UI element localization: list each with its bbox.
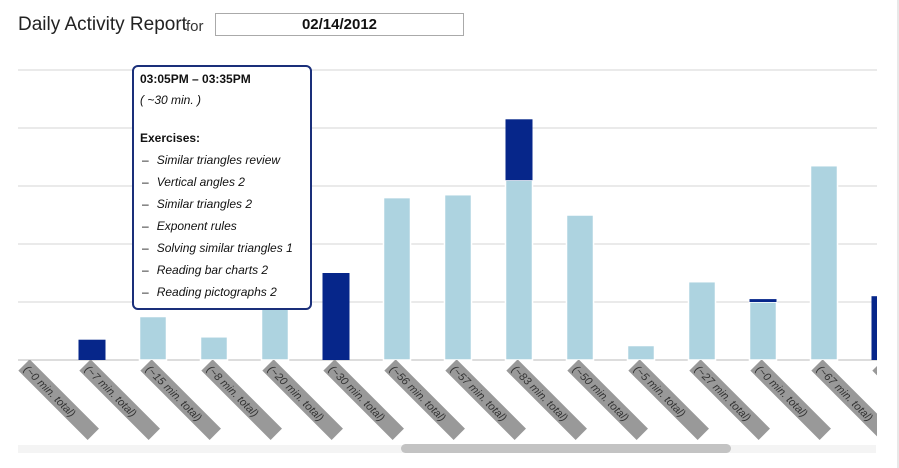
label-band bbox=[689, 360, 770, 440]
label-band bbox=[323, 360, 404, 440]
right-border bbox=[897, 0, 899, 468]
tooltip-time-range: 03:05PM – 03:35PM bbox=[140, 72, 251, 86]
category-label-text: (~57 min. total) bbox=[448, 364, 509, 425]
category-label-text: (~56 min. total) bbox=[387, 364, 448, 425]
category-label-text: (~ bbox=[875, 364, 891, 380]
category-label-text: (~30 min. total) bbox=[326, 364, 387, 425]
bar-light[interactable] bbox=[199, 336, 229, 361]
category-label-text: (~0 min. total) bbox=[21, 364, 77, 420]
category-label-text: (~5 min. total) bbox=[631, 364, 687, 420]
label-band bbox=[201, 360, 282, 440]
category-label-text: (~0 min. total) bbox=[753, 364, 809, 420]
tooltip-exercises-heading: Exercises: bbox=[140, 131, 201, 145]
bar-light[interactable] bbox=[687, 280, 717, 361]
label-band bbox=[18, 360, 99, 440]
category-label-text: (~50 min. total) bbox=[570, 364, 631, 425]
label-band bbox=[445, 360, 526, 440]
category-label: (~ bbox=[872, 360, 891, 440]
date-field[interactable] bbox=[215, 13, 464, 36]
horizontal-scrollbar-thumb[interactable] bbox=[401, 444, 731, 453]
bar-dark[interactable] bbox=[749, 299, 777, 302]
bar-light[interactable] bbox=[443, 193, 473, 361]
exercise-item: Exponent rules bbox=[140, 215, 304, 237]
label-band bbox=[811, 360, 877, 440]
bar-light[interactable] bbox=[382, 196, 412, 361]
label-band bbox=[79, 360, 160, 440]
category-label-text: (~7 min. total) bbox=[82, 364, 138, 420]
exercise-item: Reading pictographs 2 bbox=[140, 281, 304, 303]
label-band bbox=[628, 360, 709, 440]
category-label-text: (~8 min. total) bbox=[204, 364, 260, 420]
bar-light[interactable] bbox=[138, 315, 168, 361]
label-band bbox=[140, 360, 221, 440]
bar-light[interactable] bbox=[626, 344, 656, 361]
bar-light[interactable] bbox=[260, 301, 290, 361]
bar-light[interactable] bbox=[748, 301, 778, 361]
label-band bbox=[750, 360, 831, 440]
bar-dark[interactable] bbox=[322, 273, 350, 360]
label-band bbox=[262, 360, 343, 440]
label-band bbox=[567, 360, 648, 440]
tooltip-duration: ( ~30 min. ) bbox=[140, 93, 202, 107]
bar-light[interactable] bbox=[504, 179, 534, 361]
exercise-item: Similar triangles review bbox=[140, 149, 304, 171]
category-label-text: (~20 min. total) bbox=[265, 364, 326, 425]
label-band bbox=[384, 360, 465, 440]
for-label: for bbox=[186, 18, 204, 35]
bar-dark[interactable] bbox=[78, 339, 106, 360]
bar-light[interactable] bbox=[565, 214, 595, 361]
category-label-text: (~67 min. total) bbox=[814, 364, 875, 425]
exercise-list: Similar triangles review Vertical angles… bbox=[140, 149, 304, 303]
bar-dark[interactable] bbox=[505, 119, 533, 181]
bar-light[interactable] bbox=[809, 164, 839, 361]
exercise-item: Similar triangles 2 bbox=[140, 193, 304, 215]
label-band bbox=[506, 360, 587, 440]
exercise-item: Vertical angles 2 bbox=[140, 171, 304, 193]
report-title: Daily Activity Report bbox=[18, 14, 187, 35]
session-tooltip: 03:05PM – 03:35PM ( ~30 min. ) Exercises… bbox=[132, 65, 312, 310]
category-label-text: (~15 min. total) bbox=[143, 364, 204, 425]
category-label-text: (~83 min. total) bbox=[509, 364, 570, 425]
exercise-item: Solving similar triangles 1 bbox=[140, 237, 304, 259]
exercise-item: Reading bar charts 2 bbox=[140, 259, 304, 281]
bar-dark[interactable] bbox=[871, 296, 878, 360]
category-label-text: (~27 min. total) bbox=[692, 364, 753, 425]
